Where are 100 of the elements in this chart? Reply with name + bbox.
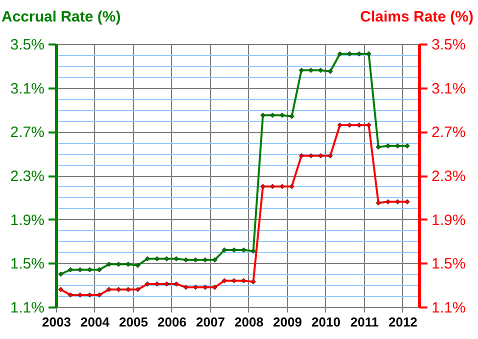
point [356,51,362,56]
point [58,272,64,277]
y2-axis-title: Claims Rate (%) [360,8,474,26]
y2-tick-label: 1.9% [432,212,466,229]
y-tick-label: 2.3% [10,168,44,185]
point [126,286,131,292]
y-tick-label: 1.5% [10,256,44,273]
y2-tick-label: 1.5% [432,256,466,273]
point [298,153,304,158]
point [346,122,352,128]
point [366,122,372,128]
x-tick-label: 2004 [80,314,110,330]
point [346,51,352,56]
point [87,267,92,272]
point [231,247,237,253]
point [308,68,314,73]
point [212,257,218,262]
y-tick-label: 3.5% [10,36,44,54]
x-tick-label: 2003 [42,314,71,330]
point [260,112,266,118]
point [164,256,170,262]
y-axis-title: Accrual Rate (%) [2,8,121,26]
point [154,281,160,287]
point [77,267,83,272]
point [58,286,64,292]
y-tick-label: 1.9% [10,212,44,229]
point [106,262,112,267]
point [366,51,372,56]
point [318,153,324,158]
point [395,143,400,149]
point [202,284,208,290]
x-tick-label: 2012 [388,314,418,330]
y2-tick-label: 2.3% [432,168,466,185]
point [260,184,266,190]
point [183,284,189,290]
point [192,284,198,290]
point [174,281,179,287]
point [135,262,140,268]
point [404,143,410,149]
point [337,122,342,128]
point [183,257,189,262]
x-tick-label: 2011 [350,314,379,330]
y-tick-label: 1.1% [10,300,44,316]
point [289,184,294,190]
point [144,281,150,287]
point [77,292,83,298]
point [174,256,179,262]
point [144,256,150,262]
point [241,247,246,253]
point [87,292,92,298]
y-tick-label: 2.7% [10,124,44,142]
point [154,256,160,262]
x-tick-label: 2007 [196,314,225,330]
point [298,68,304,73]
x-tick-label: 2008 [234,314,264,330]
y2-tick-label: 2.7% [432,124,466,142]
y2-tick-label: 1.1% [432,300,466,316]
point [385,143,391,149]
point [318,68,324,73]
point [289,114,294,119]
point [192,257,198,262]
x-tick-label: 2006 [158,314,186,330]
point [202,257,208,262]
point [116,262,122,267]
point [212,284,218,290]
x-tick-label: 2009 [273,314,302,330]
point [231,278,237,284]
point [376,144,381,150]
y-tick-label: 3.1% [10,80,44,98]
point [328,153,333,158]
point [270,184,276,190]
point [250,279,256,284]
point [96,292,102,298]
point [376,200,381,206]
point [328,68,333,74]
y2-tick-label: 3.5% [432,36,466,54]
x-tick-label: 2010 [312,314,340,330]
point [106,286,112,292]
point [241,278,246,284]
point [404,199,410,204]
point [222,278,228,284]
point [164,281,170,287]
point [385,199,391,204]
y2-tick-label: 3.1% [432,80,466,98]
point [337,51,342,56]
point [250,248,256,254]
point [308,153,314,158]
point [68,292,74,298]
point [68,267,74,272]
point [270,112,276,118]
point [96,267,102,272]
point [222,247,228,253]
point [356,122,362,128]
point [280,112,285,118]
x-tick-label: 2005 [119,314,148,330]
point [116,286,122,292]
point [126,262,131,267]
point [280,184,285,190]
point [135,286,140,292]
point [395,199,400,204]
